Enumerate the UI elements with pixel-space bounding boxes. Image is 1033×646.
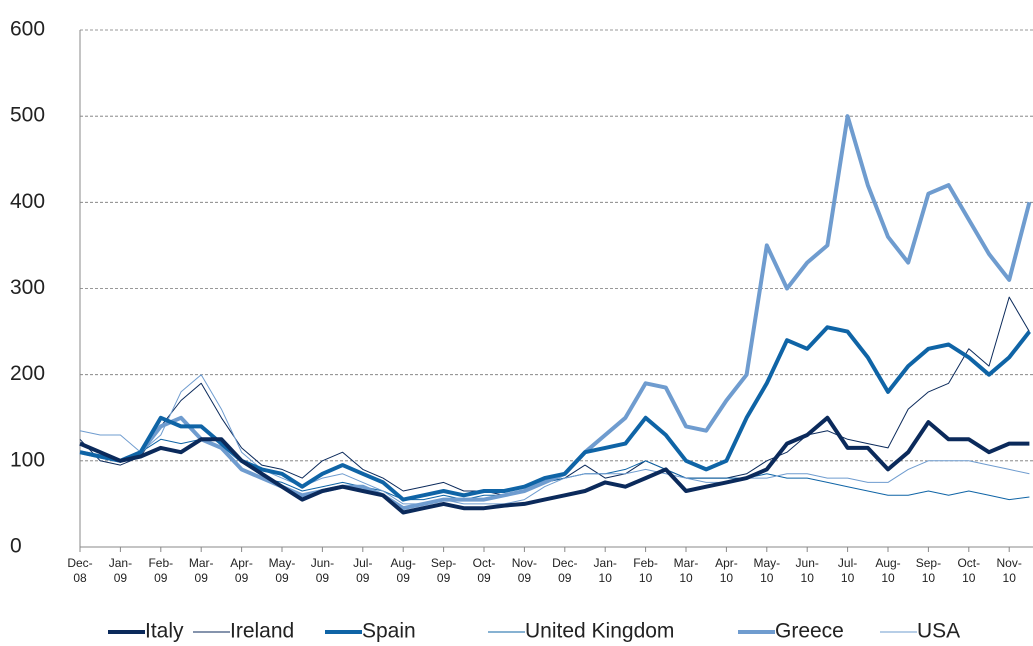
x-tick-label: Jul-10 (838, 556, 857, 585)
x-tick-label: Apr-10 (715, 556, 738, 585)
y-tick-label: 100 (10, 448, 45, 471)
x-tick-label: Jun-10 (796, 556, 819, 585)
y-tick-label: 500 (10, 104, 45, 127)
y-tick-label: 300 (10, 276, 45, 299)
y-tick-label: 400 (10, 190, 45, 213)
legend-label: Spain (362, 620, 416, 643)
x-tick-label: Aug-09 (391, 556, 416, 585)
y-tick-label: 600 (10, 18, 45, 41)
x-tick-label: Mar-09 (189, 556, 214, 585)
x-tick-label: Jan-10 (594, 556, 617, 585)
x-tick-label: Feb-09 (148, 556, 173, 585)
x-tick-label: Aug-10 (875, 556, 900, 585)
x-tick-label: May-10 (753, 556, 780, 585)
x-tick-label: May-09 (269, 556, 296, 585)
y-tick-label: 200 (10, 362, 45, 385)
x-tick-label: Sep-10 (916, 556, 941, 585)
x-tick-label: Jun-09 (311, 556, 334, 585)
x-tick-label: Mar-10 (674, 556, 699, 585)
legend-label: Greece (775, 620, 844, 643)
x-tick-label: Nov-10 (997, 556, 1022, 585)
x-tick-label: Nov-09 (512, 556, 537, 585)
series-line (79, 114, 1032, 511)
y-tick-label: 0 (10, 535, 22, 558)
legend-label: Italy (145, 620, 184, 643)
series-line (79, 374, 1030, 505)
series-line (79, 325, 1031, 502)
legend-label: USA (917, 620, 960, 643)
x-tick-label: Jul-09 (353, 556, 372, 585)
legend-label: Ireland (230, 620, 294, 643)
x-tick-label: Oct-09 (473, 556, 496, 585)
series-line (79, 415, 1030, 515)
x-tick-label: Feb-10 (633, 556, 658, 585)
x-tick-label: Apr-09 (230, 556, 253, 585)
x-tick-label: Oct-10 (957, 556, 980, 585)
x-tick-label: Dec-08 (67, 556, 92, 585)
x-tick-label: Dec-09 (552, 556, 577, 585)
x-tick-label: Sep-09 (431, 556, 456, 585)
legend-label: United Kingdom (525, 620, 674, 643)
x-tick-label: Jan-09 (109, 556, 132, 585)
